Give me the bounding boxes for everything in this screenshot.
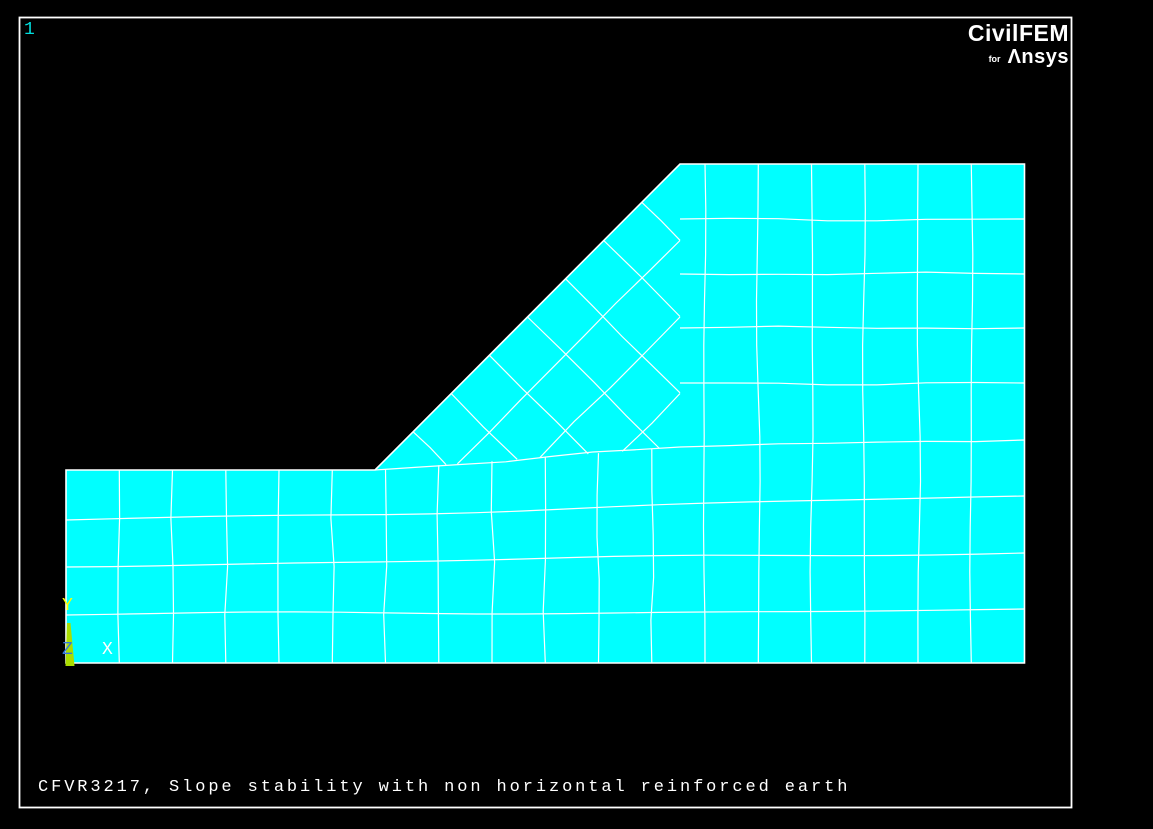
fe-model-outline [65, 163, 1026, 664]
logo-brand-name: Λnsys [1007, 46, 1069, 68]
fe-mesh-lines [66, 164, 1025, 663]
plot-number: 1 [24, 20, 35, 40]
logo-product-name: CivilFEM [967, 20, 1069, 46]
triad-y-label: Y [62, 596, 73, 616]
fe-model-region[interactable] [66, 164, 1025, 663]
logo-second-row: for Λnsys [989, 47, 1069, 67]
civilfem-ansys-logo: CivilFEM for Λnsys [967, 20, 1069, 68]
logo-for-label: for [988, 54, 1001, 64]
window-frame-border [18, 16, 1073, 809]
triad-axis-arrow-icon [65, 623, 75, 666]
triad-z-label: Z [62, 640, 73, 660]
title-annotation: CFVR3217, Slope stability with non horiz… [38, 778, 851, 797]
triad-x-label: X [102, 640, 113, 660]
